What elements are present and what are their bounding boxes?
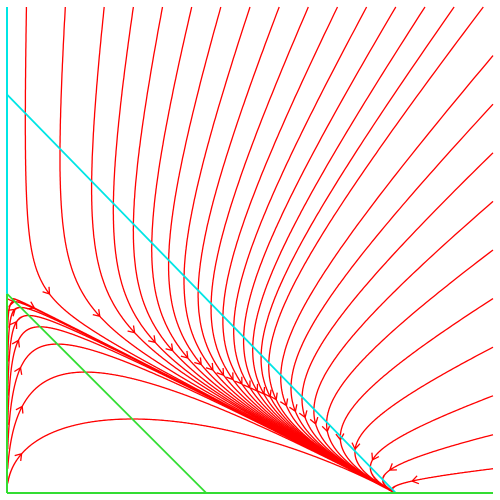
nullcline-line	[6, 93, 397, 494]
trajectory-arrow	[335, 433, 345, 441]
trajectory-arrow	[298, 410, 308, 419]
trajectory	[325, 249, 494, 493]
trajectory-arrow	[226, 372, 234, 381]
trajectory	[313, 200, 494, 493]
trajectory-arrow	[14, 452, 23, 461]
trajectory-arrow	[309, 416, 319, 426]
trajectory-arrow	[148, 335, 156, 344]
trajectory-arrow	[351, 442, 361, 451]
trajectory-arrow	[371, 452, 380, 461]
trajectory-arrow	[289, 404, 298, 413]
trajectory-arrow	[127, 325, 136, 334]
trajectory-arrow	[92, 309, 101, 318]
trajectory-arrow	[42, 286, 51, 295]
trajectory-arrow	[279, 398, 289, 407]
trajectory	[290, 103, 494, 493]
trajectory-arrow	[205, 362, 214, 371]
trajectory-arrow	[243, 380, 251, 389]
nullcline-line	[6, 293, 207, 494]
trajectory	[260, 6, 455, 493]
trajectory-arrow	[234, 376, 243, 385]
trajectory-arrow	[269, 392, 278, 401]
trajectory-arrow	[27, 301, 36, 310]
trajectory-arrow	[165, 343, 174, 352]
trajectory-arrow	[216, 367, 225, 377]
trajectory-arrow	[321, 424, 331, 433]
trajectory-arrow	[410, 475, 420, 485]
trajectory	[339, 298, 494, 493]
axes-group	[6, 7, 493, 494]
trajectory	[7, 301, 395, 493]
trajectory	[391, 468, 494, 493]
trajectory-arrow	[388, 463, 397, 471]
nullcline-group	[6, 93, 397, 494]
trajectory	[24, 7, 395, 493]
trajectory-arrow	[263, 389, 272, 398]
trajectory-arrow	[11, 339, 21, 348]
trajectory	[354, 346, 494, 493]
trajectory	[382, 434, 494, 493]
trajectory	[197, 6, 395, 493]
trajectory-arrow	[7, 308, 16, 317]
trajectory-arrow	[14, 366, 23, 375]
trajectory	[7, 343, 395, 493]
trajectory-arrow	[250, 383, 259, 393]
trajectory-arrow	[194, 357, 202, 366]
trajectory-arrow	[9, 320, 18, 330]
trajectory-arrow	[180, 350, 189, 359]
trajectory	[222, 6, 395, 493]
trajectory-group	[7, 6, 494, 493]
trajectory-arrow	[15, 405, 24, 414]
